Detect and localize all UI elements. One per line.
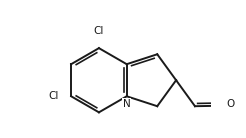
Text: N: N	[123, 99, 131, 108]
Text: O: O	[226, 99, 234, 109]
Text: Cl: Cl	[94, 26, 104, 36]
Text: Cl: Cl	[48, 91, 59, 101]
